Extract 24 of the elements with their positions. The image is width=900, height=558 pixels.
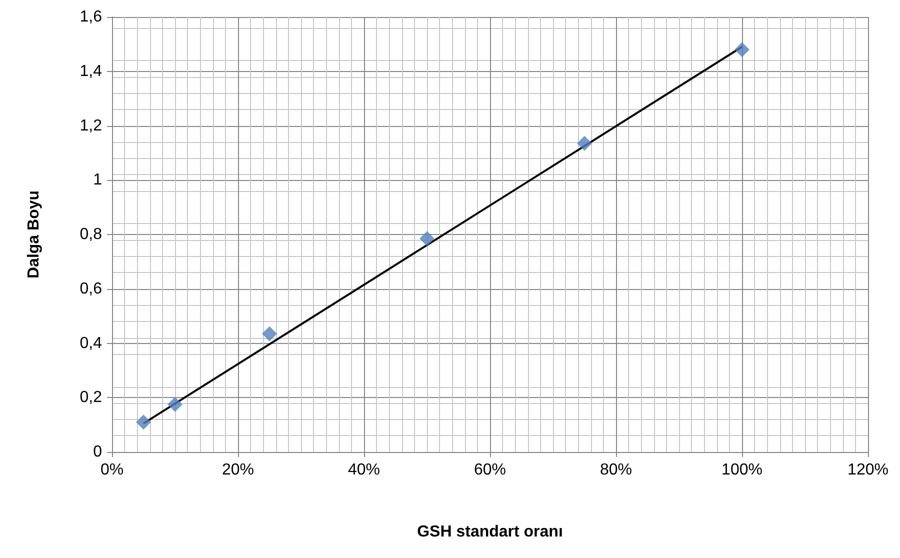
point [734,42,750,58]
y-axis-title: Dalga Boyu [26,190,42,279]
y-tick-label: 0,4 [80,334,102,352]
x-tick-label: 80% [600,462,632,478]
x-tick-label: 20% [222,462,254,478]
x-tick-label: 60% [474,462,506,478]
y-tick-label: 1,6 [80,8,102,26]
y-tick-label: 0,8 [80,226,102,243]
x-tick-label: 40% [348,462,380,478]
x-tick-label: 100% [722,462,762,478]
x-axis-title: GSH standart oranı [417,524,563,540]
y-tick-label: 0,6 [80,280,102,298]
x-tick-label: 120% [848,462,888,478]
point [168,396,182,412]
point [136,414,151,430]
y-tick-label: 1,2 [80,117,102,134]
point [262,326,277,342]
y-tick-label: 1 [93,172,102,189]
point [577,136,592,151]
y-tick-label: 1,4 [80,62,102,80]
x-tick-label: 0% [100,462,124,478]
point [420,231,434,246]
y-tick-label: 0 [93,444,102,460]
y-tick-label: 0,2 [80,389,102,406]
